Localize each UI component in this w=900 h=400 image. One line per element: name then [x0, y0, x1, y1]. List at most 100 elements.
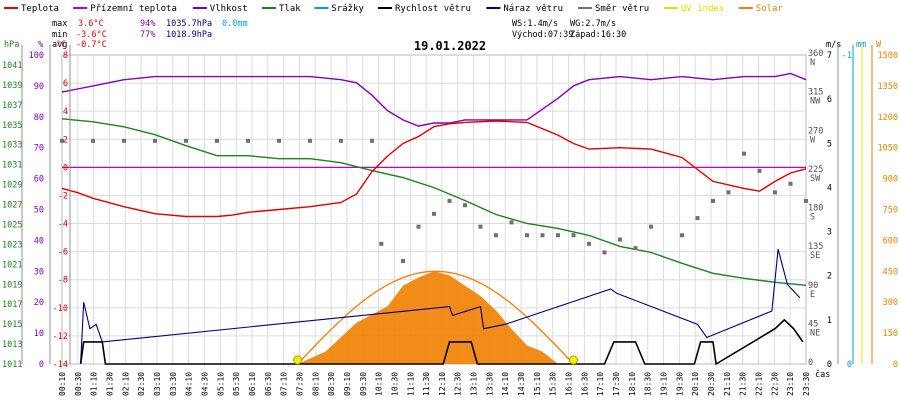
axis-time-tick: 05:30: [232, 372, 241, 396]
wind-direction-point: [370, 138, 374, 143]
axis-hpa-tick: 1023: [2, 240, 22, 250]
wind-gust-info: WG:2.7m/s: [570, 19, 616, 29]
axis-wind-tick: 3: [827, 228, 832, 238]
axis-wind-tick: 4: [827, 183, 832, 193]
axis-time-label: čas: [815, 369, 830, 380]
stat-min-hum: 77%: [140, 30, 155, 40]
axis-hpa-tick: 1021: [2, 260, 22, 270]
axis-hpa-tick: 1013: [2, 340, 22, 350]
axis-temp-tick: 4: [63, 107, 68, 117]
axis-temp-tick: -2: [58, 191, 68, 201]
axis-hpa-tick: 1029: [2, 181, 22, 191]
axis-humidity-tick: 20: [34, 298, 44, 308]
axis-direction-deg-tick: 270: [808, 126, 823, 136]
stat-min-temp: -3.6°C: [76, 30, 107, 40]
axis-direction-deg-tick: 0: [808, 358, 813, 368]
axis-time-tick: 04:30: [200, 372, 209, 396]
axis-time-tick: 08:10: [311, 372, 320, 396]
series-humidity-line: [61, 72, 807, 127]
axis-hpa-tick: 1017: [2, 300, 22, 310]
wind-direction-point: [122, 138, 126, 143]
wind-direction-point: [602, 250, 607, 255]
axis-time-tick: 21:10: [723, 372, 732, 396]
axis-time-tick: 00:10: [58, 372, 67, 396]
stat-avg-label: avg: [52, 40, 67, 50]
wind-direction-point: [494, 233, 498, 238]
axis-left-unit: hPa: [4, 40, 19, 50]
wind-direction-point: [773, 190, 777, 195]
axis-humidity-tick: 60: [34, 175, 44, 185]
axis-time-tick: 22:30: [770, 372, 779, 396]
axis-time-tick: 11:30: [422, 372, 431, 396]
axis-time-tick: 14:10: [501, 372, 510, 396]
axis-time-tick: 00:30: [74, 372, 83, 396]
axis-hpa-tick: 1033: [2, 141, 22, 151]
axis-rain-tick: 0: [847, 360, 852, 370]
axis-hpa-tick: 1025: [2, 220, 22, 230]
axis-solar-tick: 1350: [878, 82, 898, 92]
axis-direction-name-tick: N: [810, 58, 815, 68]
axis-hpa-tick: 1037: [2, 101, 22, 111]
wind-direction-point: [416, 224, 421, 229]
axis-direction-name-tick: SW: [810, 174, 821, 184]
wind-direction-point: [401, 259, 405, 263]
axis-wind-tick: 2: [827, 272, 832, 282]
axis-rain-tick: -1: [842, 51, 852, 61]
stat-max-rain: 0.0mm: [222, 19, 248, 29]
wind-direction-point: [184, 138, 188, 143]
axis-humidity-tick: 30: [34, 267, 44, 277]
axis-solar-tick: 300: [883, 298, 898, 308]
axis-time-tick: 18:30: [644, 372, 653, 396]
axis-time-tick: 10:30: [390, 372, 399, 396]
axis-time-tick: 03:10: [153, 372, 162, 396]
wind-direction-point: [804, 198, 808, 203]
chart-info: max 3.6°C 94% 1035.7hPa 0.0mm min -3.6°C…: [52, 19, 626, 53]
axis-temp-tick: -10: [53, 304, 68, 314]
stat-min-press: 1018.9hPa: [166, 30, 212, 40]
axis-temp-tick: -8: [58, 276, 68, 286]
axis-left-unit: °C: [56, 40, 66, 50]
wind-direction-point: [432, 211, 436, 216]
axis-time-tick: 10:10: [375, 372, 384, 396]
stat-max-temp: 3.6°C: [78, 19, 104, 29]
axis-right-unit: mm: [856, 40, 866, 50]
legend-label: Rychlost větru: [395, 4, 471, 14]
legend-label: Teplota: [21, 4, 59, 14]
legend-label: UV index: [681, 4, 725, 14]
chart-title: 19.01.2022: [414, 39, 486, 53]
series-pressure-line: [61, 118, 807, 286]
wind-direction-point: [379, 241, 384, 246]
axis-time-tick: 17:30: [612, 372, 621, 396]
axis-direction-deg-tick: 45: [808, 319, 818, 329]
wind-direction-point: [525, 233, 529, 238]
axis-hpa-tick: 1019: [2, 280, 22, 290]
axis-solar-tick: 600: [883, 236, 898, 246]
stat-avg-temp: -0.7°C: [76, 40, 107, 50]
wind-direction-point: [463, 203, 467, 208]
wind-direction-point: [633, 246, 638, 251]
axis-wind-tick: 7: [827, 51, 832, 61]
axis-time-tick: 01:30: [105, 372, 114, 396]
wind-direction-point: [695, 216, 700, 221]
axis-humidity-tick: 40: [34, 236, 44, 246]
axis-wind-tick: 0: [827, 360, 832, 370]
chart-axes: 1041103910371035103310311029102710251023…: [2, 40, 898, 396]
axis-right-unit: m/s: [826, 40, 841, 50]
axis-hpa-tick: 1031: [2, 161, 22, 171]
stat-max-label: max: [52, 19, 67, 29]
axis-direction-name-tick: NE: [810, 328, 820, 338]
legend-label: Vlhkost: [210, 4, 248, 14]
chart-legend: Teplota Přízemní teplota Vlhkost Tlak Srážky…: [4, 4, 783, 14]
axis-solar-tick: 0: [893, 360, 898, 370]
series-solar-area: [297, 271, 558, 364]
axis-time-tick: 23:30: [802, 372, 811, 396]
wind-direction-point: [60, 138, 64, 143]
axis-time-tick: 02:30: [137, 372, 146, 396]
axis-time-tick: 21:30: [739, 372, 748, 396]
axis-solar-tick: 150: [883, 329, 898, 339]
axis-time-tick: 13:10: [470, 372, 479, 396]
axis-humidity-tick: 100: [29, 51, 44, 61]
axis-time-tick: 20:10: [691, 372, 700, 396]
axis-temp-tick: 2: [63, 135, 68, 145]
axis-temp-tick: -6: [58, 248, 68, 258]
